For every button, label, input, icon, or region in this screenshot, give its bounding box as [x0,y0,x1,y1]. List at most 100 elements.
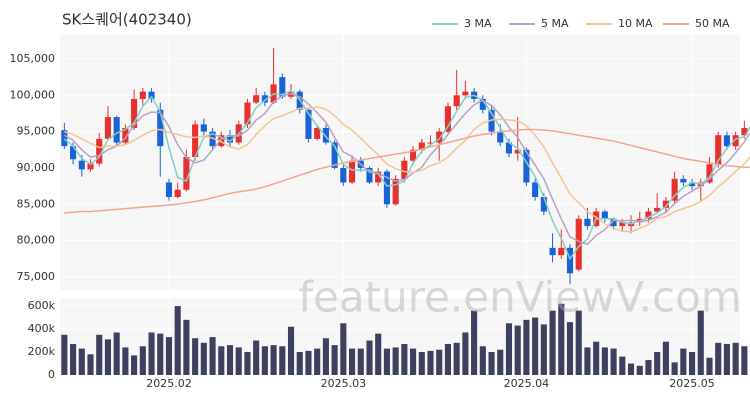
volume-bar [70,343,77,375]
candle-body [723,135,730,147]
volume-bar [139,346,146,375]
volume-bar [209,337,216,375]
volume-bar [444,343,451,375]
x-tick-label: 2025.03 [321,377,367,390]
volume-bar [540,324,547,375]
candle-body [61,130,68,147]
candle-body [523,149,530,183]
volume-bar [61,334,68,375]
volume-bar [505,323,513,375]
candle-body [96,138,103,164]
volume-bar [131,355,138,375]
volume-bar [357,348,364,375]
volume-bar [392,347,399,375]
volume-bar [523,319,530,375]
candle-body [174,189,181,198]
candle-body [70,146,77,160]
volume-bar [174,306,181,375]
volume-bar [87,354,94,375]
candle-body [689,182,696,187]
volume-bar [349,348,356,375]
candle-body [148,91,155,99]
volume-bar [418,352,425,375]
candle-body [192,124,199,158]
candle-body [253,95,260,103]
volume-bar [662,341,669,375]
volume-bar [226,345,234,375]
candle-body [549,247,556,256]
x-tick-label: 2025.05 [669,377,715,390]
volume-bar [113,332,120,375]
ma-line [63,93,750,246]
candle-body [619,222,626,227]
candle-body [418,142,425,150]
volume-bar [165,337,173,375]
candle-body [314,127,321,139]
candle-body [410,149,417,161]
candle-body [584,218,591,227]
candle-body [87,163,94,170]
volume-bar [157,333,164,375]
volume-bar [96,334,103,375]
volume-bar [593,341,600,375]
candle-body [680,178,687,183]
volume-bar [410,348,417,375]
candle-body [200,124,207,132]
volume-bar [723,343,730,375]
volume-bar [314,348,321,375]
candle-body [610,218,617,227]
candle-body [715,135,722,165]
legend-label: 5 MA [541,17,569,30]
volume-bar [645,360,652,375]
volume-bar [183,319,190,375]
candle-body [183,157,190,190]
candle-body [671,178,678,201]
legend-label: 3 MA [464,17,492,30]
volume-bar [462,332,469,375]
volume-bar [471,310,478,375]
candle-body [78,160,85,170]
volume-bar [340,323,347,375]
volume-bar [654,352,661,375]
volume-bar [584,347,591,375]
candle-body [575,218,582,270]
price-panel [60,35,740,290]
candle-body [244,102,251,125]
candle-body [427,142,434,144]
candle-body [165,182,173,198]
volume-bar [383,348,390,375]
volume-bar [636,365,643,375]
x-tick-label: 2025.04 [504,377,550,390]
candle-body [566,247,574,274]
volume-bar [200,342,207,375]
candle-body [654,207,661,212]
candle-body [401,160,408,179]
candle-body [331,142,338,168]
volume-bar [697,310,704,375]
candle-body [139,91,146,99]
chart-title: SK스퀘어(402340) [62,11,192,29]
volume-bar [261,346,268,375]
volume-bar [497,349,504,375]
candle-body [104,117,111,139]
candle-body [453,95,460,107]
y-tick-label: 85,000 [17,197,56,210]
volume-bar [436,349,443,375]
volume-bar [532,317,539,375]
volume-bar [244,352,251,375]
candle-body [383,171,390,205]
volume-bar [514,325,521,375]
y-tick-label: 105,000 [10,52,56,65]
volume-bar [453,342,460,375]
candle-body [218,135,225,147]
candle-body [122,127,129,143]
y-tick-label: 80,000 [17,234,56,247]
volume-bar [575,310,582,375]
volume-bar [488,352,495,375]
volume-bar [558,303,565,375]
volume-bar [296,352,303,375]
ma-line [64,128,750,214]
volume-bar [610,348,617,375]
volume-bar [322,338,329,375]
candle-body [113,117,120,143]
